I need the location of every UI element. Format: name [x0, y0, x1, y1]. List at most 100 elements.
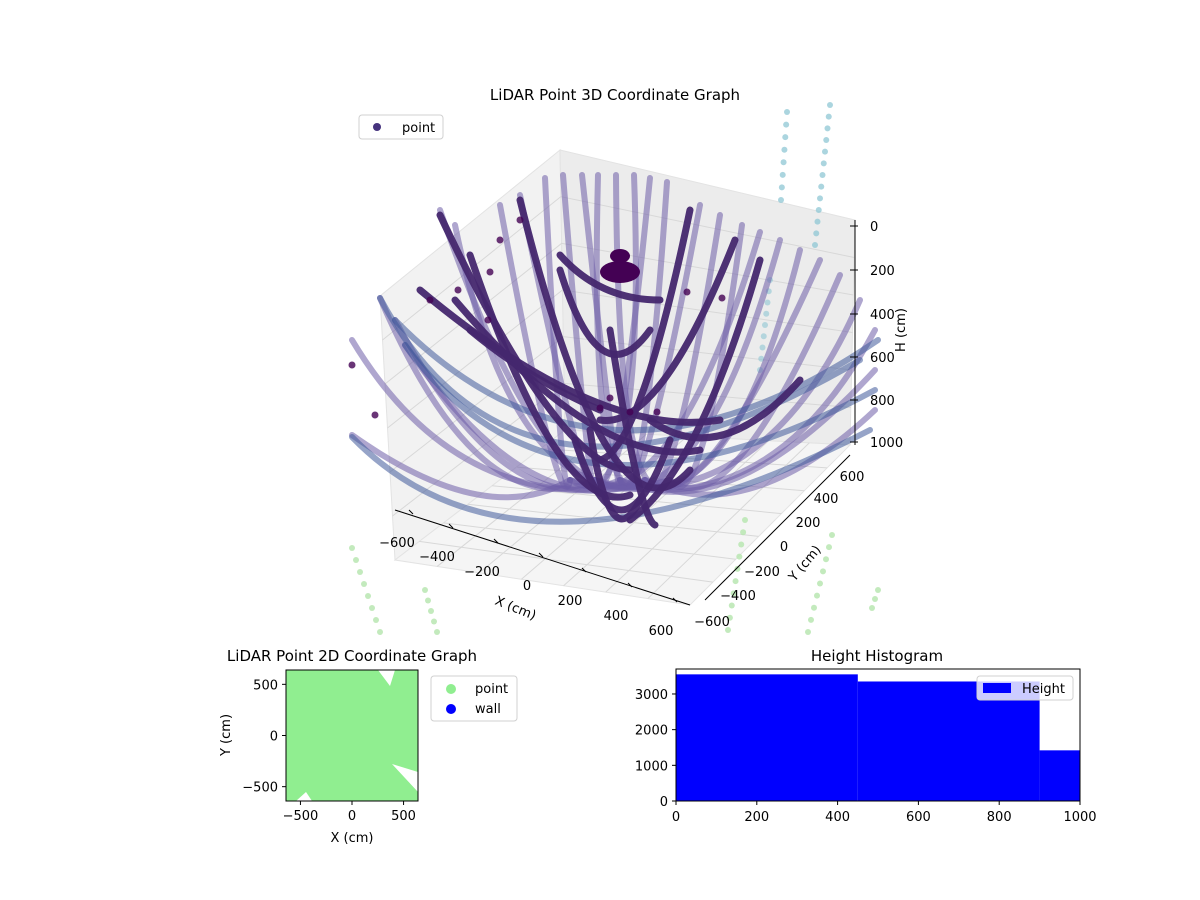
grid-line: [443, 522, 736, 560]
legend-frame: [358, 114, 444, 140]
y-tick-label: 0: [270, 730, 278, 745]
x-tick-mark: [448, 523, 454, 529]
data-point: [736, 553, 743, 560]
data-point: [728, 602, 735, 609]
legend-swatch-height: [983, 683, 1011, 693]
data-point: [484, 316, 492, 324]
data-point: [683, 288, 691, 296]
legend-marker-wall: [446, 704, 456, 714]
z-tick-label: 600: [870, 351, 895, 366]
data-point: [808, 616, 814, 623]
data-point: [815, 207, 822, 213]
data-point: [814, 218, 821, 225]
data-point: [783, 121, 790, 128]
z-tick-label: 800: [870, 394, 895, 409]
data-point: [758, 355, 765, 362]
chart-2d-title: LiDAR Point 2D Coordinate Graph: [227, 647, 477, 665]
point-curve: [436, 211, 634, 474]
x-tick-label: 200: [558, 594, 583, 609]
z-axis-label: H (cm): [894, 308, 909, 352]
point-cloud-area: [286, 670, 418, 801]
data-point: [822, 148, 828, 155]
point-curve: [556, 251, 664, 304]
x-tick-label: 800: [987, 810, 1012, 825]
histogram-ticks: 0 200 400 600 800 1000 0 1000 2000 3000: [635, 688, 1097, 825]
data-point: [824, 125, 831, 132]
chart-2d-ticks: −500 0 500 500 0 −500: [242, 678, 416, 824]
data-point: [377, 629, 383, 635]
point-curve: [642, 407, 878, 498]
data-point: [425, 597, 431, 604]
chart-2d-y-label: Y (cm): [219, 714, 234, 757]
histogram-bar: [857, 681, 1040, 801]
histogram-bar: [1039, 750, 1080, 801]
y-tick-label: 400: [814, 492, 839, 507]
gap-bottom: [296, 792, 312, 801]
data-point: [759, 344, 766, 351]
data-point: [813, 230, 820, 237]
y-axis-line: [704, 454, 851, 601]
chart-2d: LiDAR Point 2D Coordinate Graph −500 0 500…: [219, 647, 518, 846]
x-tick-label: −400: [419, 550, 455, 565]
point-curve: [349, 432, 573, 501]
grid-line: [605, 440, 769, 593]
point-curve: [349, 427, 873, 525]
chart-3d: LiDAR Point 3D Coordinate Graph −600 −400…: [348, 86, 909, 639]
data-point: [426, 296, 434, 304]
x-tick-label: −200: [464, 565, 500, 580]
data-point: [742, 517, 748, 523]
data-point: [434, 629, 440, 635]
data-point: [486, 268, 494, 276]
data-point: [371, 411, 379, 419]
data-point: [516, 216, 524, 224]
x-tick-label: 600: [649, 624, 674, 639]
z-tick-label: 0: [870, 220, 878, 235]
point-curve: [596, 236, 739, 424]
data-point: [373, 617, 379, 623]
x-tick-mark: [493, 538, 499, 544]
y-tick-label: −200: [744, 565, 780, 580]
data-point: [496, 236, 504, 244]
point-cluster: [610, 249, 630, 263]
histogram-bar: [676, 674, 858, 801]
data-point: [823, 556, 829, 563]
data-point: [725, 627, 731, 633]
x-tick-label: 400: [825, 810, 850, 825]
data-point: [428, 608, 434, 614]
histogram-legend: Height: [976, 675, 1074, 701]
legend-label-point: point: [475, 682, 508, 697]
histogram-bars: [676, 674, 1080, 801]
x-tick-mark: [672, 597, 678, 603]
chart-2d-x-label: X (cm): [331, 831, 374, 846]
data-point: [779, 171, 786, 178]
point-curve: [402, 342, 878, 468]
point-curve: [392, 317, 881, 434]
x-tick-mark: [627, 582, 633, 588]
data-point: [814, 592, 820, 599]
chart-3d-legend: point: [358, 114, 444, 140]
data-point: [606, 394, 614, 402]
data-point: [829, 532, 835, 538]
point-curve: [571, 436, 674, 514]
x-tick-label: 500: [391, 809, 416, 824]
data-point: [811, 604, 817, 611]
data-point: [348, 361, 356, 369]
data-point: [818, 183, 825, 190]
data-point: [431, 618, 437, 625]
y-tick-label: 600: [840, 470, 865, 485]
data-point: [820, 160, 827, 167]
point-curve: [516, 196, 694, 492]
data-point: [369, 605, 375, 611]
x-tick-label: 600: [906, 810, 931, 825]
x-tick-label: −500: [283, 809, 319, 824]
x-tick-mark: [538, 552, 544, 558]
legend-frame: [976, 675, 1074, 701]
y-tick-label: −500: [242, 781, 278, 796]
data-point: [626, 408, 634, 416]
data-point: [869, 605, 875, 611]
gap-right: [392, 764, 418, 792]
data-point: [778, 184, 785, 191]
y-axis-label: Y (cm): [785, 543, 824, 586]
data-point: [357, 569, 363, 575]
